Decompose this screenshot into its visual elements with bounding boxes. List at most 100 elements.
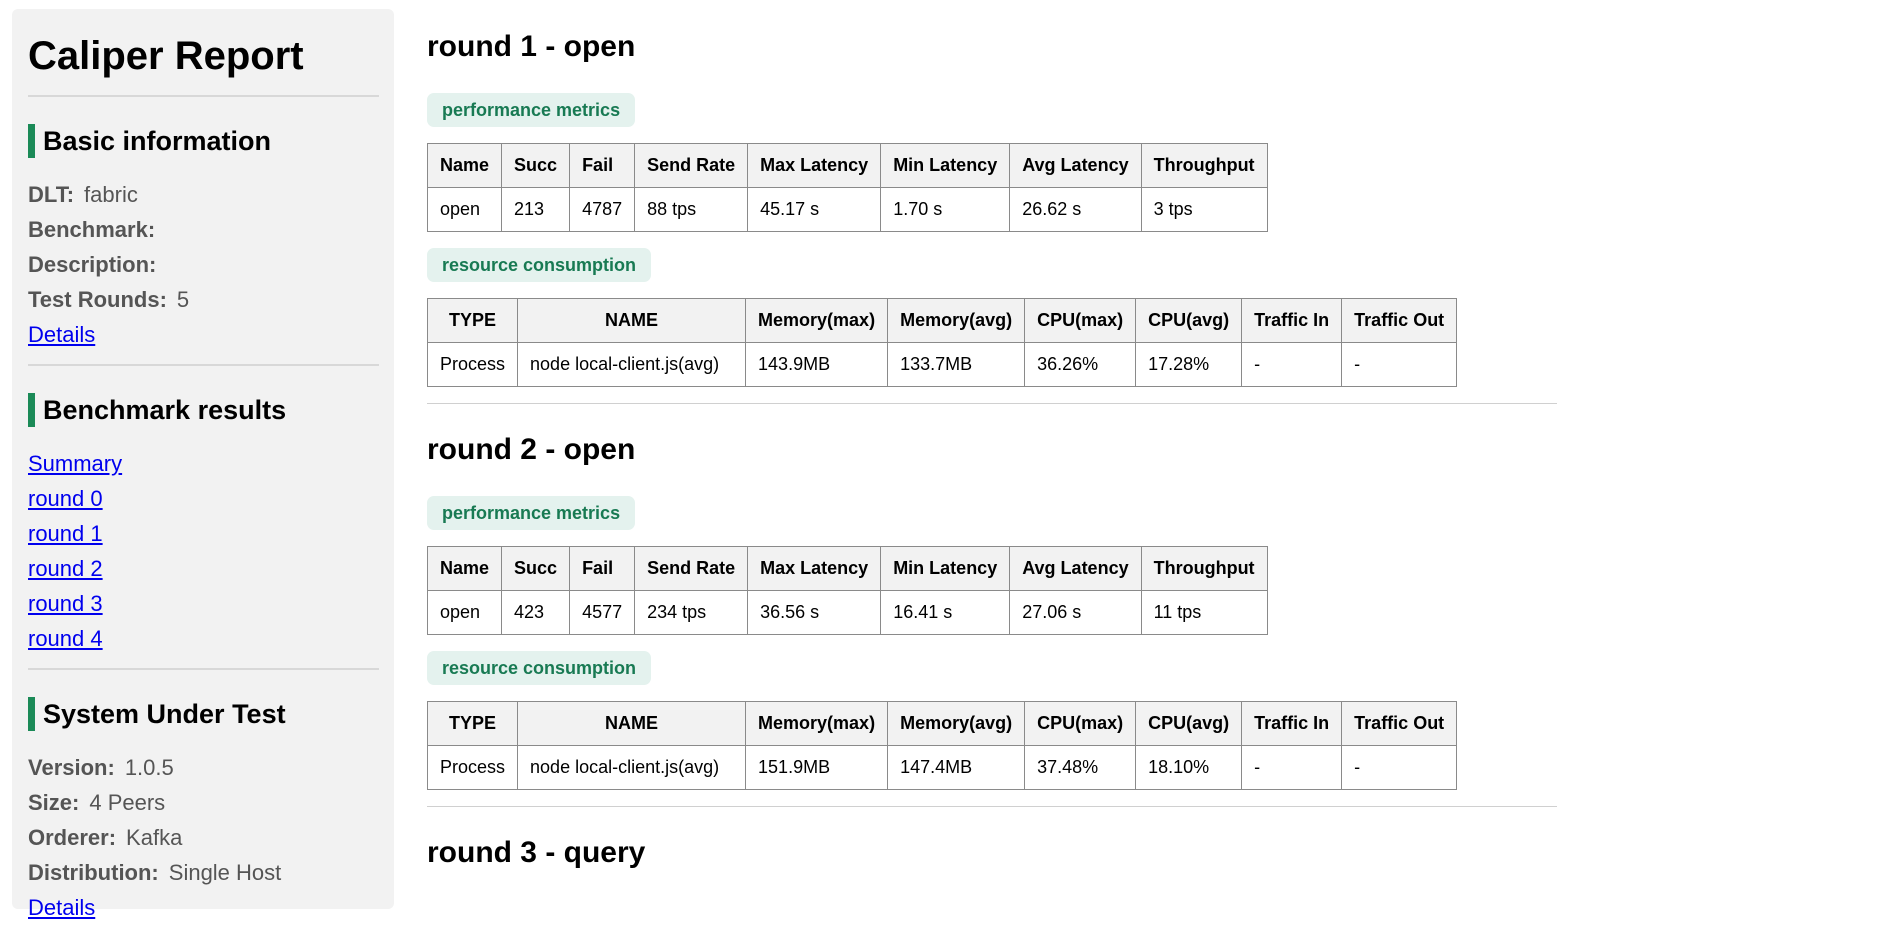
table-cell: open [426, 187, 503, 232]
table-cell: node local-client.js(avg) [517, 745, 747, 790]
col-header-memory-max: Memory(max) [745, 701, 889, 746]
info-row-dlt: DLT: fabric [28, 177, 379, 212]
divider [28, 668, 379, 670]
nav-link-round-3[interactable]: round 3 [28, 591, 103, 616]
table-cell: 16.41 s [880, 590, 1011, 635]
nav-link-round-0[interactable]: round 0 [28, 486, 103, 511]
col-header-throughput: Throughput [1140, 143, 1268, 188]
col-header-max-latency: Max Latency [747, 546, 882, 591]
benchmark-results-heading-text: Benchmark results [43, 394, 287, 425]
info-row-size: Size: 4 Peers [28, 785, 379, 820]
sut-heading: System Under Test [28, 696, 379, 732]
table-row: open 423 4577 234 tps 36.56 s 16.41 s 27… [426, 590, 1268, 635]
info-label: Distribution: [28, 860, 159, 885]
heading-accent-bar [28, 393, 35, 427]
col-header-cpu-avg: CPU(avg) [1135, 701, 1243, 746]
col-header-name: Name [426, 546, 503, 591]
col-header-send-rate: Send Rate [634, 143, 749, 188]
table-header-row: Name Succ Fail Send Rate Max Latency Min… [426, 546, 1268, 591]
info-value: 4 Peers [89, 790, 166, 815]
table-cell: Process [426, 342, 519, 387]
table-cell: 133.7MB [887, 342, 1026, 387]
performance-metrics-label: performance metrics [427, 93, 636, 127]
info-row-version: Version: 1.0.5 [28, 750, 379, 785]
col-header-max-latency: Max Latency [747, 143, 882, 188]
table-row: Process node local-client.js(avg) 143.9M… [426, 342, 1458, 387]
table-cell: - [1241, 745, 1343, 790]
heading-accent-bar [28, 124, 35, 158]
col-header-traffic-in: Traffic In [1241, 298, 1343, 343]
table-cell: 18.10% [1135, 745, 1243, 790]
sut-heading-text: System Under Test [43, 698, 286, 729]
round-separator [427, 403, 1557, 404]
round-title: round 3 - query [427, 836, 646, 869]
table-cell: 151.9MB [745, 745, 889, 790]
col-header-fail: Fail [569, 143, 636, 188]
heading-accent-bar [28, 697, 35, 731]
nav-link-round-1[interactable]: round 1 [28, 521, 103, 546]
nav-link-summary[interactable]: Summary [28, 451, 123, 476]
col-header-memory-max: Memory(max) [745, 298, 889, 343]
table-cell: 4787 [569, 187, 636, 232]
round-section: round 3 - query [427, 807, 1557, 873]
info-label: Benchmark: [28, 217, 156, 242]
table-cell: Process [426, 745, 519, 790]
col-header-send-rate: Send Rate [634, 546, 749, 591]
report-title: Caliper Report [28, 9, 379, 97]
nav-link-round-2[interactable]: round 2 [28, 556, 103, 581]
round-title: round 2 - open [427, 433, 636, 466]
performance-table: Name Succ Fail Send Rate Max Latency Min… [426, 546, 1268, 635]
round-section: round 2 - open performance metrics Name … [426, 404, 1557, 807]
table-cell: 11 tps [1140, 590, 1268, 635]
sut-details-link[interactable]: Details [28, 895, 96, 920]
info-label: Description: [28, 252, 157, 277]
col-header-traffic-in: Traffic In [1241, 701, 1343, 746]
col-header-type: TYPE [426, 701, 519, 746]
col-header-name: Name [426, 143, 503, 188]
table-cell: 234 tps [634, 590, 749, 635]
table-cell: 143.9MB [745, 342, 889, 387]
basic-info-heading: Basic information [28, 123, 379, 159]
table-cell: 26.62 s [1009, 187, 1142, 232]
table-cell: 147.4MB [887, 745, 1026, 790]
info-row-description: Description: [28, 247, 379, 282]
info-label: Test Rounds: [28, 287, 167, 312]
col-header-throughput: Throughput [1140, 546, 1268, 591]
table-header-row: TYPE NAME Memory(max) Memory(avg) CPU(ma… [426, 298, 1458, 343]
col-header-succ: Succ [501, 546, 571, 591]
info-value: fabric [84, 182, 138, 207]
basic-details-link[interactable]: Details [28, 322, 96, 347]
col-header-succ: Succ [501, 143, 571, 188]
col-header-cpu-max: CPU(max) [1024, 298, 1137, 343]
round-title: round 1 - open [427, 30, 636, 63]
divider [28, 364, 379, 366]
col-header-memory-avg: Memory(avg) [887, 701, 1026, 746]
col-header-cpu-max: CPU(max) [1024, 701, 1137, 746]
resource-table: TYPE NAME Memory(max) Memory(avg) CPU(ma… [426, 298, 1458, 387]
col-header-resource-name: NAME [517, 701, 747, 746]
table-cell: 3 tps [1140, 187, 1268, 232]
table-cell: 27.06 s [1009, 590, 1142, 635]
info-label: DLT: [28, 182, 75, 207]
info-value: 1.0.5 [124, 755, 174, 780]
col-header-min-latency: Min Latency [880, 143, 1011, 188]
table-cell: 37.48% [1024, 745, 1137, 790]
col-header-type: TYPE [426, 298, 519, 343]
col-header-min-latency: Min Latency [880, 546, 1011, 591]
table-row: open 213 4787 88 tps 45.17 s 1.70 s 26.6… [426, 187, 1268, 232]
basic-info-heading-text: Basic information [43, 125, 272, 156]
table-cell: - [1341, 342, 1458, 387]
table-cell: 1.70 s [880, 187, 1011, 232]
col-header-avg-latency: Avg Latency [1009, 143, 1142, 188]
table-cell: 17.28% [1135, 342, 1243, 387]
col-header-memory-avg: Memory(avg) [887, 298, 1026, 343]
col-header-fail: Fail [569, 546, 636, 591]
resource-consumption-label: resource consumption [427, 651, 652, 685]
info-label: Version: [28, 755, 115, 780]
table-cell: open [426, 590, 503, 635]
table-cell: node local-client.js(avg) [517, 342, 747, 387]
resource-consumption-label: resource consumption [427, 248, 652, 282]
nav-link-round-4[interactable]: round 4 [28, 626, 103, 651]
performance-metrics-label: performance metrics [427, 496, 636, 530]
info-row-orderer: Orderer: Kafka [28, 820, 379, 855]
